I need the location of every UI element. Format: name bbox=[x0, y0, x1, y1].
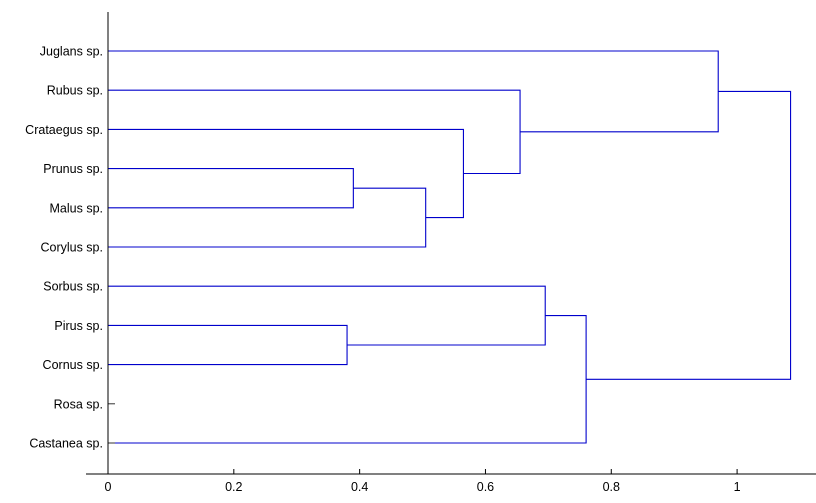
leaf-label: Corylus sp. bbox=[40, 241, 103, 255]
dendrogram-link-c8 bbox=[108, 50, 719, 133]
dendrogram-link-c4 bbox=[108, 128, 464, 219]
x-tick-label: 0.2 bbox=[225, 480, 242, 494]
leaf-label: Sorbus sp. bbox=[43, 280, 103, 294]
dendrogram-links bbox=[108, 50, 792, 444]
x-tick-label: 0.8 bbox=[603, 480, 620, 494]
leaf-label: Malus sp. bbox=[50, 201, 104, 215]
dendrogram-link-c6 bbox=[108, 285, 546, 346]
chart-axes bbox=[86, 12, 816, 475]
x-tick-label: 0.4 bbox=[351, 480, 368, 494]
x-axis-ticks: 0 0.2 0.4 0.6 0.8 1 bbox=[105, 469, 741, 494]
dendrogram-link-c2 bbox=[108, 324, 348, 366]
leaf-label: Cornus sp. bbox=[43, 358, 103, 372]
x-tick-label: 0.6 bbox=[477, 480, 494, 494]
dendrogram-link-c5 bbox=[108, 89, 521, 175]
x-tick-label: 0 bbox=[105, 480, 112, 494]
leaf-label: Juglans sp. bbox=[40, 45, 103, 59]
leaf-label: Rubus sp. bbox=[47, 84, 103, 98]
leaf-label: Prunus sp. bbox=[43, 162, 103, 176]
dendrogram-link-c9 bbox=[586, 90, 792, 380]
dendrogram-link-c3 bbox=[108, 187, 427, 248]
leaf-label: Pirus sp. bbox=[54, 319, 103, 333]
leaf-labels: Juglans sp. Rubus sp. Crataegus sp. Prunus … bbox=[25, 45, 103, 451]
leaf-label: Castanea sp. bbox=[29, 437, 103, 451]
leaf-label: Rosa sp. bbox=[54, 397, 103, 411]
dendrogram-link-c7 bbox=[108, 315, 587, 444]
x-tick-label: 1 bbox=[734, 480, 741, 494]
dendrogram-link-c1 bbox=[108, 168, 354, 209]
leaf-label: Crataegus sp. bbox=[25, 123, 103, 137]
